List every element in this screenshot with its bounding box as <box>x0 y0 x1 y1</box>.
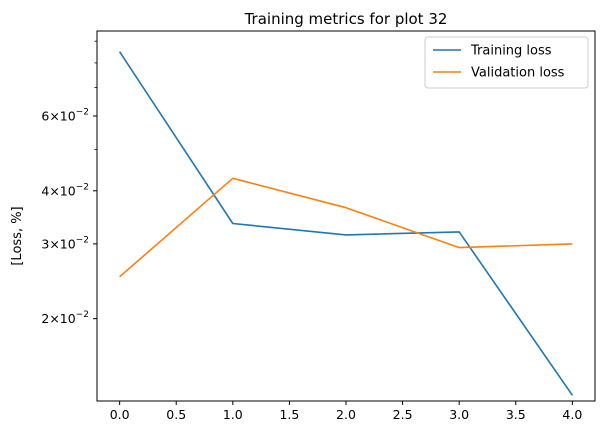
x-tick-label: 3.5 <box>506 407 526 422</box>
plot-area <box>97 31 595 401</box>
x-tick-label: 1.5 <box>279 407 299 422</box>
legend-label-2: Validation loss <box>471 66 565 81</box>
x-tick-label: 2.5 <box>393 407 413 422</box>
legend: Training loss Validation loss <box>424 36 589 89</box>
x-tick-label: 0.0 <box>110 407 130 422</box>
x-tick-label: 3.0 <box>449 407 469 422</box>
x-axis: 0.0 0.5 1.0 1.5 2.0 2.5 3.0 3.5 4.0 <box>110 401 582 422</box>
y-tick-label: 2×10−2 <box>41 310 89 326</box>
legend-label-1: Training loss <box>470 44 552 59</box>
y-tick-label: 6×10−2 <box>41 107 89 123</box>
legend-box <box>424 36 589 89</box>
x-tick-label: 4.0 <box>562 407 582 422</box>
x-tick-label: 0.5 <box>166 407 186 422</box>
x-tick-label: 2.0 <box>336 407 356 422</box>
x-tick-label: 1.0 <box>223 407 243 422</box>
series-line-1 <box>118 51 574 396</box>
series-layer <box>118 51 574 396</box>
y-axis: 6×10−2 4×10−2 3×10−2 2×10−2 <box>41 40 97 326</box>
chart-title: Training metrics for plot 32 <box>244 10 448 28</box>
y-tick-label: 4×10−2 <box>41 182 89 198</box>
y-tick-label: 3×10−2 <box>41 235 89 251</box>
y-axis-label: [Loss, %] <box>10 206 25 265</box>
series-line-2 <box>119 177 573 278</box>
